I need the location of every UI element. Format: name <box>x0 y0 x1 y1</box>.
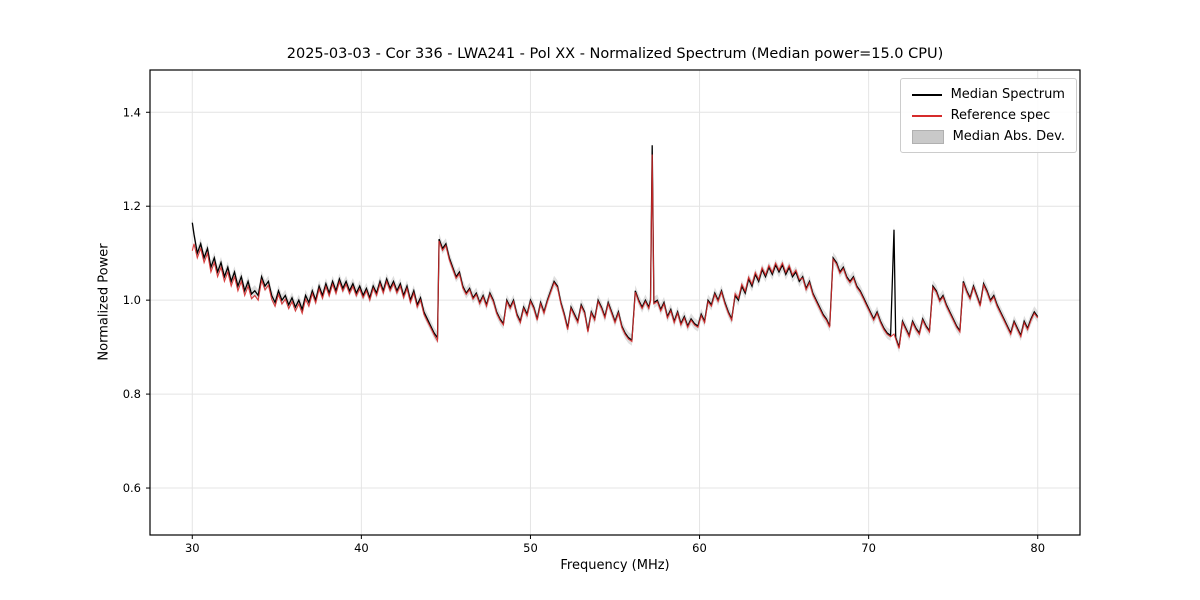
mad-band <box>192 139 1038 353</box>
legend-label-median: Median Spectrum <box>950 87 1065 102</box>
legend: Median Spectrum Reference spec Median Ab… <box>899 78 1077 153</box>
legend-label-reference: Reference spec <box>950 108 1051 123</box>
x-tick-label-50: 50 <box>523 541 538 555</box>
reference-line-swatch-icon <box>911 114 942 117</box>
x-tick-label-60: 60 <box>692 541 707 555</box>
y-tick-label-12: 1.2 <box>123 199 141 213</box>
y-tick-label-14: 1.4 <box>123 105 141 119</box>
legend-entry-reference: Reference spec <box>911 108 1065 123</box>
chart-title: 2025-03-03 - Cor 336 - LWA241 - Pol XX -… <box>286 46 944 62</box>
axis-ticks <box>146 111 1039 539</box>
x-tick-label-80: 80 <box>1030 541 1045 555</box>
band-swatch-icon <box>911 129 944 144</box>
plot-border <box>149 69 1081 536</box>
x-tick-label-40: 40 <box>354 541 369 555</box>
x-axis-label: Frequency (MHz) <box>560 558 670 573</box>
y-tick-label-06: 0.6 <box>123 481 141 495</box>
x-tick-label-30: 30 <box>185 541 200 555</box>
median-line-swatch-icon <box>911 93 942 96</box>
legend-entry-median: Median Spectrum <box>911 87 1065 102</box>
legend-entry-band: Median Abs. Dev. <box>911 129 1065 144</box>
legend-label-band: Median Abs. Dev. <box>952 129 1065 144</box>
y-tick-label-10: 1.0 <box>123 293 141 307</box>
grid-lines <box>150 70 1080 535</box>
reference-spectrum-line <box>191 154 1039 349</box>
y-tick-label-08: 0.8 <box>123 387 141 401</box>
x-tick-label-70: 70 <box>861 541 876 555</box>
